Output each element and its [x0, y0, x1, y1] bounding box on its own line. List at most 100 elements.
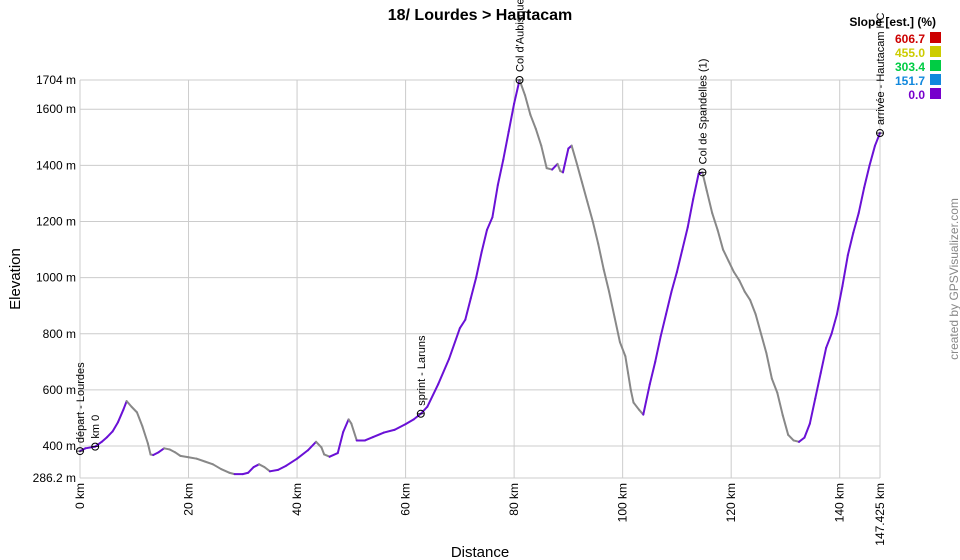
grid [79, 79, 881, 479]
profile-segment [732, 271, 741, 282]
legend-swatch [930, 88, 941, 99]
profile-segment [342, 418, 350, 434]
profile-segment [485, 216, 494, 231]
profile-segment [157, 447, 166, 454]
profile-segment [556, 162, 562, 172]
x-tick-label: 40 km [290, 483, 304, 516]
profile-segment [705, 189, 714, 215]
x-tick-label: 100 km [616, 483, 630, 522]
profile-segment [146, 442, 152, 456]
profile-segment [458, 318, 467, 330]
profile-segment [787, 433, 795, 442]
x-tick-label: 60 km [399, 483, 413, 516]
x-tick-labels: 0 km 20 km 40 km 60 km 80 km 100 km 120 km 140 … [73, 483, 887, 546]
profile-segment [475, 251, 483, 279]
profile-segment [586, 200, 594, 223]
profile-segment [754, 313, 763, 335]
profile-segment [602, 268, 611, 293]
profile-segment [469, 276, 478, 300]
profile-segment [320, 446, 326, 456]
profile-segment [404, 418, 415, 426]
profile-segment [835, 285, 844, 316]
profile-segment [130, 405, 138, 414]
profile-segment [277, 464, 288, 471]
profile-segment [857, 186, 866, 215]
profile-segment [873, 132, 881, 147]
profile-segment [722, 248, 730, 262]
profile-segment [296, 449, 309, 460]
profile-segment [868, 144, 876, 167]
profile-segment [141, 425, 149, 445]
profile-segment [437, 358, 451, 386]
profile-segment [187, 456, 198, 460]
y-tick-label: 400 m [43, 439, 76, 453]
profile-segment [496, 158, 505, 186]
legend-value: 151.7 [895, 74, 925, 88]
profile-segment [79, 447, 87, 453]
x-tick-label: 120 km [724, 483, 738, 522]
profile-segment [116, 408, 125, 424]
x-tick-label: 0 km [73, 483, 87, 509]
profile-segment [168, 448, 176, 454]
profile-segment [551, 162, 559, 171]
profile-segment [258, 463, 266, 469]
profile-segment [350, 422, 358, 442]
profile-segment [315, 440, 323, 449]
profile-segment [372, 431, 385, 439]
legend-value: 455.0 [895, 46, 925, 60]
profile-segment [803, 422, 811, 439]
profile-segment [363, 436, 375, 442]
profile-segment [561, 147, 570, 174]
legend-value: 606.7 [895, 32, 925, 46]
profile-segment [491, 183, 499, 219]
profile-segment [814, 372, 822, 400]
waypoint-markers: départ - Lourdes km 0 sprint - Laruns Col d… [75, 0, 887, 456]
profile-segment [825, 332, 833, 349]
legend-value: 303.4 [895, 60, 925, 74]
waypoint-label: km 0 [90, 415, 102, 439]
waypoint-label: départ - Lourdes [75, 362, 87, 443]
chart-title: 18/ Lourdes > Hautacam [388, 7, 573, 24]
x-tick-label: 140 km [833, 483, 847, 522]
profile-segment [534, 127, 543, 147]
profile-segment [727, 259, 735, 274]
profile-segment [716, 228, 725, 251]
profile-segment [106, 430, 114, 439]
profile-segment [220, 468, 231, 474]
profile-segment [675, 248, 684, 274]
profile-segment [507, 102, 516, 133]
profile-segment [94, 440, 103, 448]
x-axis-label: Distance [451, 544, 509, 560]
profile-segment [770, 377, 779, 394]
profile-segment [863, 164, 871, 189]
profile-segment [152, 451, 160, 457]
profile-segment [819, 346, 828, 375]
profile-segment [711, 212, 719, 231]
profile-segment [627, 372, 632, 391]
profile-segment [665, 290, 673, 316]
legend-title: Slope [est.] (%) [849, 15, 936, 29]
profile-segment [122, 400, 128, 411]
legend-swatch [930, 74, 941, 85]
profile-segment [382, 428, 396, 434]
y-tick-label: 1600 m [36, 102, 76, 116]
profile-segment [111, 421, 119, 433]
y-tick-label: 1200 m [36, 214, 76, 228]
legend-swatch [930, 60, 941, 71]
profile-segment [285, 457, 299, 467]
waypoint-label: Col de Spandelles (1) [697, 59, 709, 165]
profile-segment [575, 161, 583, 184]
profile-segment [852, 212, 860, 234]
profile-segment [632, 401, 640, 411]
profile-segment [659, 313, 668, 338]
elevation-line [79, 79, 881, 476]
profile-segment [540, 144, 548, 170]
profile-segment [518, 79, 526, 97]
profile-segment [211, 463, 223, 471]
profile-segment [597, 242, 605, 271]
profile-segment [681, 226, 689, 251]
profile-segment [480, 228, 488, 254]
profile-segment [738, 279, 746, 293]
profile-segment [570, 144, 578, 164]
